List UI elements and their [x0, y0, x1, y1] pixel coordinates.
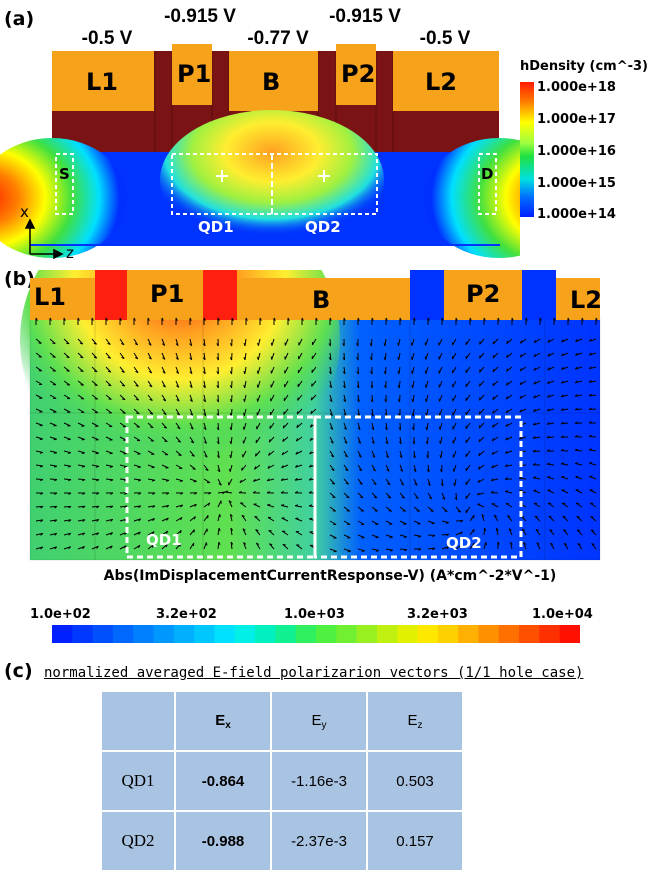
cell-ex: -0.988	[175, 811, 271, 871]
row-name: QD2	[101, 811, 175, 871]
voltage-p2: -0.915 V	[315, 6, 415, 28]
cell-ey: -2.37e-3	[271, 811, 367, 871]
panel-a-label: (a)	[4, 8, 34, 30]
density-colorbar	[520, 82, 534, 217]
source-label: S	[59, 165, 70, 183]
header-ey: Ey	[271, 691, 367, 751]
dot-density	[160, 110, 384, 250]
current-tick-0: 1.0e+02	[30, 607, 91, 622]
table-row: QD1 -0.864 -1.16e-3 0.503	[101, 751, 463, 811]
polarization-table: Ex Ey Ez QD1 -0.864 -1.16e-3 0.503 QD2 -…	[100, 690, 464, 872]
density-tick-4: 1.000e+14	[537, 207, 616, 222]
gate-label-p1: P1	[177, 60, 211, 88]
panel-b-gate-label-p2: P2	[466, 280, 500, 308]
table-row: QD2 -0.988 -2.37e-3 0.157	[101, 811, 463, 871]
cell-ey: -1.16e-3	[271, 751, 367, 811]
cell-ez: 0.503	[367, 751, 463, 811]
gate-label-l1: L1	[86, 68, 118, 96]
gate-label-l2: L2	[425, 68, 457, 96]
panel-b-title: Abs(ImDisplacementCurrentResponse-V) (A*…	[0, 568, 660, 584]
panel-c-caption: normalized averaged E-field polarizarion…	[44, 665, 583, 681]
table-corner	[101, 691, 175, 751]
density-tick-0: 1.000e+18	[537, 80, 616, 95]
table-header-row: Ex Ey Ez	[101, 691, 463, 751]
gate-label-b: B	[262, 68, 280, 96]
density-tick-3: 1.000e+15	[537, 176, 616, 191]
current-tick-3: 3.2e+03	[407, 607, 468, 622]
panel-a-qd2-label: QD2	[305, 218, 341, 236]
header-ez: Ez	[367, 691, 463, 751]
panel-b-gate-label-p1: P1	[150, 280, 184, 308]
density-tick-2: 1.000e+16	[537, 144, 616, 159]
panel-b-qd1-label: QD1	[146, 531, 182, 549]
current-tick-1: 3.2e+02	[156, 607, 217, 622]
drain-label: D	[481, 165, 493, 183]
current-colorbar	[52, 625, 580, 643]
row-name: QD1	[101, 751, 175, 811]
panel-b-qd2-label: QD2	[446, 534, 482, 552]
density-tick-1: 1.000e+17	[537, 112, 616, 127]
panel-b-current-plot	[0, 270, 660, 565]
panel-a-qd1-label: QD1	[198, 218, 234, 236]
gate-label-p2: P2	[341, 60, 375, 88]
density-colorbar-title: hDensity (cm^-3)	[520, 59, 648, 74]
panel-b-gate-label-l2: L2	[570, 286, 602, 314]
cell-ex: -0.864	[175, 751, 271, 811]
panel-b-gate-label-l1: L1	[34, 283, 66, 311]
cell-ez: 0.157	[367, 811, 463, 871]
current-tick-4: 1.0e+04	[532, 607, 593, 622]
current-tick-2: 1.0e+03	[284, 607, 345, 622]
z-axis-label: z	[66, 244, 74, 262]
header-ex: Ex	[175, 691, 271, 751]
panel-c-label: (c)	[4, 660, 33, 682]
x-axis-label: x	[20, 203, 29, 221]
voltage-p1: -0.915 V	[150, 6, 250, 28]
panel-b-gate-label-b: B	[312, 286, 330, 314]
